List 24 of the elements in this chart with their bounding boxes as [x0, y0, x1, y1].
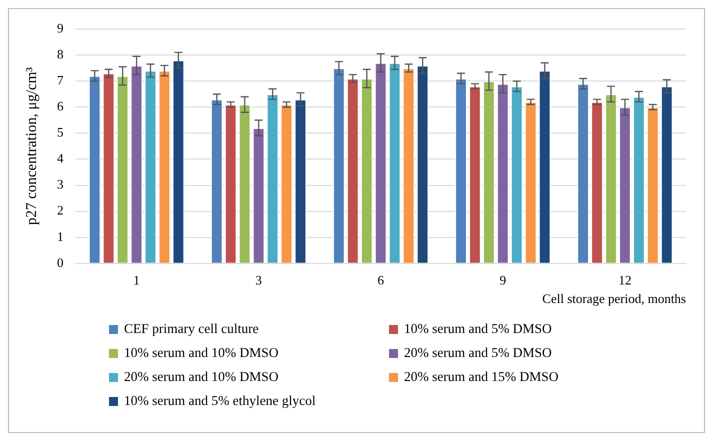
x-tick-label: 6 [378, 272, 384, 288]
legend-label: 20% serum and 15% DMSO [404, 369, 558, 385]
y-tick-label: 9 [57, 20, 64, 36]
legend-label: 10% serum and 5% ethylene glycol [124, 393, 316, 409]
y-tick-label: 5 [57, 124, 64, 140]
y-tick-label: 7 [57, 72, 64, 88]
y-tick-label: 3 [57, 176, 64, 192]
x-axis-title: Cell storage period, months [542, 291, 686, 307]
legend-label: CEF primary cell culture [124, 321, 259, 337]
x-tick-label: 1 [133, 272, 140, 288]
y-tick-label: 0 [57, 254, 64, 270]
legend-label: 20% serum and 10% DMSO [124, 369, 278, 385]
legend-label: 20% serum and 5% DMSO [404, 345, 552, 361]
y-tick-label: 8 [57, 46, 64, 62]
y-axis-title: p27 concentration, μg/cm³ [24, 66, 40, 226]
y-tick-label: 4 [57, 150, 64, 166]
x-tick-label: 3 [255, 272, 262, 288]
y-tick-label: 1 [57, 228, 64, 244]
y-tick-label: 2 [57, 202, 64, 218]
legend-label: 10% serum and 10% DMSO [124, 345, 278, 361]
y-tick-label: 6 [57, 98, 64, 114]
x-tick-label: 12 [618, 272, 632, 288]
legend-label: 10% serum and 5% DMSO [404, 321, 552, 337]
x-tick-label: 9 [500, 272, 506, 288]
